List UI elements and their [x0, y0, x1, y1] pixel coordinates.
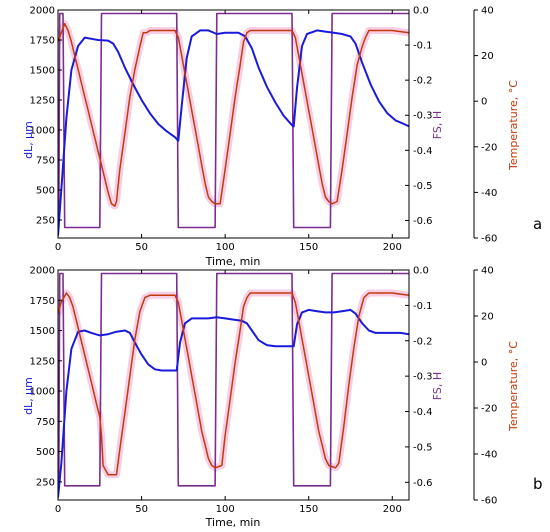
panel-b-series-group [58, 272, 409, 498]
panel-a-y-left-tick-label: 1750 [30, 36, 55, 47]
panel-a-fs-line [58, 12, 409, 229]
panel-a-y-left-tick-label: 1500 [30, 66, 55, 77]
panel-a-xlabel: Time, min [205, 255, 261, 268]
panel-a-y-fs-tick-label: -0.4 [413, 146, 433, 157]
panel-a-y-temperature-tick-label: 0 [481, 97, 487, 108]
panel-b-y-fs-tick-label: -0.5 [413, 442, 433, 453]
panel-b-y-left-tick-label: 2000 [30, 266, 55, 277]
panel-b-y-fs-tick-label: -0.4 [413, 407, 433, 418]
panel-b-y-left-tick-label: 500 [36, 447, 55, 458]
panel-b-x-tick-label: 50 [135, 504, 148, 515]
panel-a-y-temperature-tick-label: -40 [481, 188, 497, 199]
panel-a-plot-area [58, 12, 409, 236]
panel-b-x-tick-label: 100 [216, 504, 235, 515]
panel-b-plot-area [58, 272, 409, 498]
panel-a-ylabel-temperature: Temperature, °C [507, 80, 520, 171]
panel-a-dl-line [58, 29, 409, 236]
panel-b-y-temperature-tick-label: 20 [481, 312, 494, 323]
panel-b-y-temperature-tick-label: -40 [481, 450, 497, 461]
panel-b-dl-line [58, 308, 409, 498]
panel-b-temperature-line [58, 292, 409, 476]
panel-b-y-fs-tick-label: -0.6 [413, 478, 433, 489]
panel-b-y-fs-tick-label: -0.2 [413, 336, 433, 347]
panel-a-y-fs-tick-label: -0.6 [413, 216, 433, 227]
panel-a-y-left-tick-label: 500 [36, 186, 55, 197]
panel-b-y-temperature-tick-label: 0 [481, 358, 487, 369]
panel-b-x-tick-label: 150 [299, 504, 318, 515]
panel-b-label: b [533, 475, 543, 493]
panel-a-axes: 0 50 100 150 2002505007501000125015001750200… [30, 6, 498, 254]
panel-b-y-temperature-tick-label: -20 [481, 404, 497, 415]
panel-a-label: a [533, 215, 542, 233]
panel-a-ylabel-left: dL, μm [22, 121, 35, 159]
panel-b-y-left-tick-label: 1250 [30, 356, 55, 367]
panel-b-y-left-tick-label: 1000 [30, 387, 55, 398]
panel-b-xlabel: Time, min [205, 516, 261, 529]
panel-b-y-left-tick-label: 1750 [30, 296, 55, 307]
panel-a-y-left-tick-label: 1250 [30, 96, 55, 107]
panel-a: 0 50 100 150 2002505007501000125015001750200… [22, 6, 542, 269]
panel-a-x-tick-label: 150 [299, 242, 318, 253]
panel-a-y-fs-tick-label: -0.1 [413, 41, 433, 52]
panel-b-frame [57, 269, 410, 501]
panel-a-y-fs-tick-label: 0.0 [413, 6, 429, 17]
panel-b-y-fs-tick-label: -0.1 [413, 301, 433, 312]
panel-a-y-fs-tick-label: -0.3 [413, 111, 433, 122]
panel-a-x-tick-label: 50 [135, 242, 148, 253]
panel-a-y-fs-tick-label: -0.5 [413, 181, 433, 192]
panel-a-series-group [58, 12, 409, 236]
panel-b-y-fs-tick-label: -0.3 [413, 372, 433, 383]
panel-b-fs-line [58, 272, 409, 487]
panel-a-y-left-tick-label: 750 [36, 156, 55, 167]
panel-b-y-fs-tick-label: 0.0 [413, 266, 429, 277]
panel-a-y-left-tick-label: 1000 [30, 126, 55, 137]
panel-a-ylabel-fs: FS, H [431, 111, 444, 139]
panel-b-y-temperature-tick-label: 40 [481, 266, 494, 277]
panel-b-x-tick-label: 200 [383, 504, 402, 515]
panel-b-y-left-tick-label: 1500 [30, 326, 55, 337]
panel-b-x-tick-label: 0 [55, 504, 61, 515]
panel-a-y-left-tick-label: 2000 [30, 6, 55, 17]
panel-a-x-tick-label: 100 [216, 242, 235, 253]
panel-a-y-left-tick-label: 250 [36, 216, 55, 227]
panel-b-ylabel-fs: FS, H [431, 372, 444, 400]
panel-a-frame [57, 9, 410, 239]
panel-b-axes: 0 50 100 150 2002505007501000125015001750200… [30, 266, 498, 516]
panel-a-y-fs-tick-label: -0.2 [413, 76, 433, 87]
panel-a-y-temperature-tick-label: -60 [481, 234, 497, 245]
panel-a-x-tick-label: 0 [55, 242, 61, 253]
panel-a-temperature-band [58, 20, 409, 210]
panel-a-y-temperature-tick-label: 20 [481, 51, 494, 62]
panel-a-x-tick-label: 200 [383, 242, 402, 253]
panel-b-y-left-tick-label: 750 [36, 417, 55, 428]
panel-b-y-temperature-tick-label: -60 [481, 496, 497, 507]
panel-a-temperature-line [58, 22, 409, 207]
panel-b-ylabel-left: dL, μm [22, 377, 35, 415]
panel-b: 0 50 100 150 2002505007501000125015001750200… [22, 266, 543, 530]
panel-a-y-temperature-tick-label: -20 [481, 142, 497, 153]
panel-a-y-temperature-tick-label: 40 [481, 6, 494, 17]
panel-b-y-left-tick-label: 250 [36, 477, 55, 488]
panel-b-ylabel-temperature: Temperature, °C [507, 341, 520, 432]
